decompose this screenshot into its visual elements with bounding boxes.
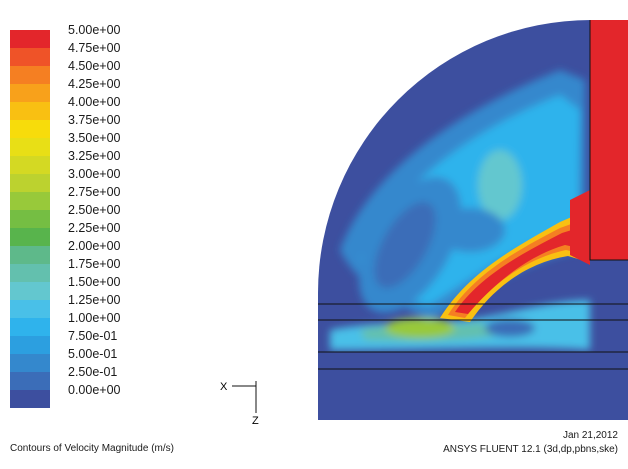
legend-swatch [10,318,50,336]
legend-label: 4.50e+00 [68,59,121,73]
legend-swatch [10,192,50,210]
legend-row: 0.00e+00 [10,383,210,408]
legend-label: 1.00e+00 [68,311,121,325]
legend-swatch [10,228,50,246]
legend-row: 3.00e+00 [10,167,210,192]
legend-label: 4.75e+00 [68,41,121,55]
legend-label: 1.75e+00 [68,257,121,271]
legend-row: 1.25e+00 [10,293,210,318]
legend-row: 2.75e+00 [10,185,210,210]
legend-swatch [10,264,50,282]
legend-swatch [10,282,50,300]
plot-caption: Contours of Velocity Magnitude (m/s) [10,443,174,454]
legend-swatch [10,102,50,120]
legend-label: 2.50e+00 [68,203,121,217]
legend-row: 3.50e+00 [10,131,210,156]
legend-label: 3.75e+00 [68,113,121,127]
legend-label: 3.25e+00 [68,149,121,163]
inlet-pipe [589,20,628,261]
legend-row: 2.50e+00 [10,203,210,228]
legend-row: 2.00e+00 [10,239,210,264]
legend-row: 5.00e-01 [10,347,210,372]
legend-label: 1.25e+00 [68,293,121,307]
legend-row: 7.50e-01 [10,329,210,354]
legend-row: 4.75e+00 [10,41,210,66]
axis-triad: X Z [220,381,259,425]
legend-row: 2.25e+00 [10,221,210,246]
legend-swatch [10,336,50,354]
solver-info: ANSYS FLUENT 12.1 (3d,dp,pbns,ske) [443,444,618,455]
legend-swatch [10,138,50,156]
legend-label: 1.50e+00 [68,275,121,289]
legend-swatch [10,66,50,84]
legend-row: 1.50e+00 [10,275,210,300]
legend-row: 4.00e+00 [10,95,210,120]
legend-swatch [10,84,50,102]
legend-swatch [10,246,50,264]
legend-swatch [10,120,50,138]
legend-row: 2.50e-01 [10,365,210,390]
legend-label: 4.00e+00 [68,95,121,109]
legend-row: 3.25e+00 [10,149,210,174]
legend-label: 0.00e+00 [68,383,121,397]
legend-swatch [10,30,50,48]
legend-label: 4.25e+00 [68,77,121,91]
legend-row: 4.25e+00 [10,77,210,102]
legend-label: 7.50e-01 [68,329,118,343]
legend-swatch [10,300,50,318]
legend-row: 1.75e+00 [10,257,210,282]
lower-region [318,352,628,420]
legend-row: 3.75e+00 [10,113,210,138]
jet-plume [440,190,590,322]
legend-label: 2.25e+00 [68,221,121,235]
legend-label: 5.00e-01 [68,347,118,361]
legend-label: 3.50e+00 [68,131,121,145]
legend-label: 5.00e+00 [68,23,121,37]
z-axis-label: Z [252,415,259,425]
legend-swatch [10,354,50,372]
legend-row: 4.50e+00 [10,59,210,84]
velocity-contours [330,70,590,350]
legend-label: 2.50e-01 [68,365,118,379]
legend-label: 2.75e+00 [68,185,121,199]
legend-row: 5.00e+00 [10,23,210,48]
legend-row: 1.00e+00 [10,311,210,336]
x-axis-label: X [220,381,228,393]
legend-swatch [10,48,50,66]
legend-swatch [10,390,50,408]
date-stamp: Jan 21,2012 [562,430,618,441]
legend-label: 2.00e+00 [68,239,121,253]
legend-swatch [10,372,50,390]
legend-label: 3.00e+00 [68,167,121,181]
legend-swatch [10,156,50,174]
legend-swatch [10,174,50,192]
legend-swatch [10,210,50,228]
